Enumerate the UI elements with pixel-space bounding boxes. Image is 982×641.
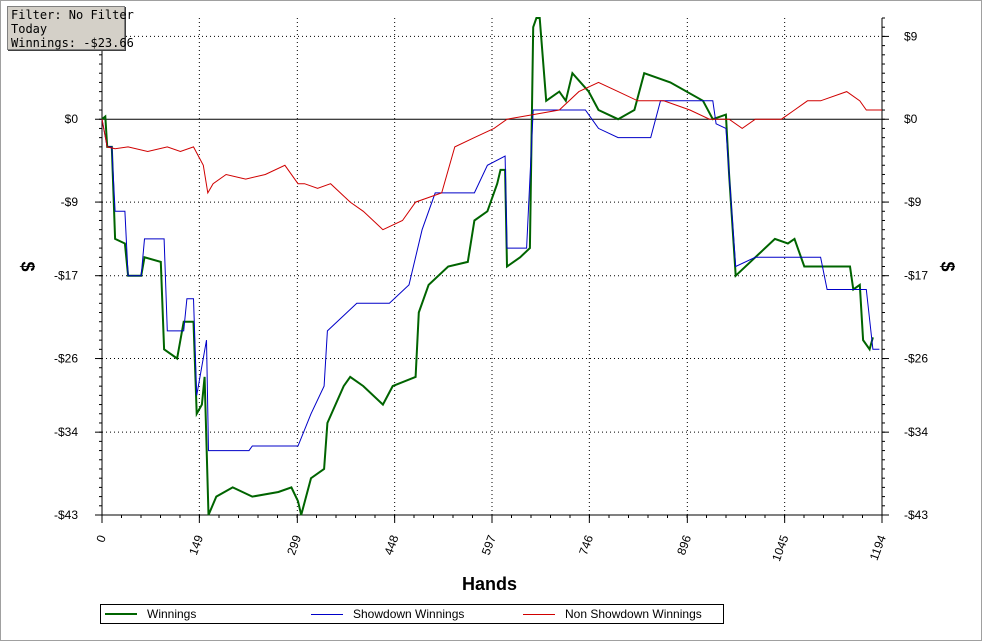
x-tick-label: 597: [479, 533, 499, 557]
x-tick-label: 299: [284, 533, 304, 557]
y-tick-label-right: $0: [904, 112, 918, 126]
x-tick-label: 149: [186, 533, 206, 557]
y-tick-label-left: -$17: [54, 269, 78, 283]
legend-swatch-showdown: [311, 613, 343, 615]
series-line-non-showdown-winnings: [101, 81, 882, 231]
series: [101, 17, 882, 516]
legend-swatch-winnings: [105, 613, 137, 615]
grid: [102, 18, 882, 515]
legend: Winnings Showdown Winnings Non Showdown …: [100, 604, 724, 624]
y-tick-label-left: $0: [65, 112, 79, 126]
y-tick-label-right: $9: [904, 29, 918, 43]
x-tick-label: 0: [93, 533, 109, 544]
legend-item-showdown: Showdown Winnings: [311, 607, 464, 621]
y-tick-label-right: -$43: [904, 508, 928, 522]
y-tick-label-left: -$26: [54, 352, 78, 366]
date-line: Today: [11, 22, 48, 36]
y-tick-label-left: -$9: [61, 195, 79, 209]
legend-label-showdown: Showdown Winnings: [353, 607, 465, 621]
series-line-winnings: [101, 17, 874, 516]
y-tick-label-left: -$43: [54, 508, 78, 522]
legend-item-non-showdown: Non Showdown Winnings: [523, 607, 702, 621]
filter-line: Filter: No Filter: [11, 8, 134, 22]
y-tick-label-right: -$26: [904, 352, 928, 366]
legend-label-winnings: Winnings: [147, 607, 197, 621]
legend-label-non-showdown: Non Showdown Winnings: [565, 607, 702, 621]
ticks: $9$9$0$0-$9-$9-$17-$17-$26-$26-$34-$34-$…: [54, 17, 928, 563]
x-tick-label: 448: [381, 533, 401, 557]
y-axis-title-left: $: [17, 261, 38, 272]
x-axis-title: Hands: [462, 574, 518, 594]
y-tick-label-left: -$34: [54, 425, 78, 439]
x-tick-label: 746: [576, 533, 596, 557]
x-tick-label: 896: [674, 533, 694, 557]
legend-item-winnings: Winnings: [105, 607, 196, 621]
winnings-line: Winnings: -$23.66: [11, 36, 134, 50]
y-axis-title-right: $: [937, 261, 958, 272]
series-line-showdown-winnings: [101, 100, 880, 452]
y-tick-label-right: -$17: [904, 269, 928, 283]
legend-swatch-non-showdown: [523, 613, 555, 615]
x-tick-label: 1045: [769, 533, 791, 563]
filter-info-box[interactable]: Filter: No Filter Today Winnings: -$23.6…: [7, 6, 134, 50]
y-tick-label-right: -$34: [904, 425, 928, 439]
y-tick-label-right: -$9: [904, 195, 922, 209]
x-tick-label: 1194: [867, 533, 889, 562]
